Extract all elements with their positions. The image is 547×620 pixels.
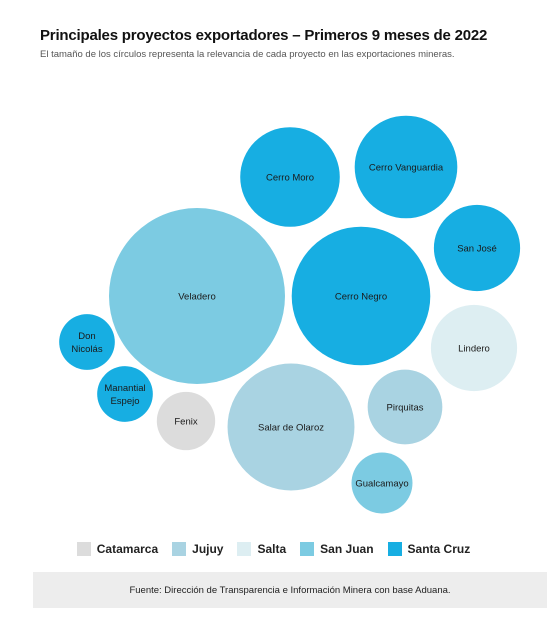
bubble-label-veladero: Veladero bbox=[178, 292, 216, 303]
bubble-label-pirquitas: Pirquitas bbox=[387, 403, 424, 414]
bubble-don-nicolas bbox=[59, 314, 115, 370]
legend-label-jujuy: Jujuy bbox=[192, 542, 224, 556]
bubble-label-cerro-moro: Cerro Moro bbox=[266, 173, 314, 184]
legend: Catamarca Jujuy Salta San Juan Santa Cru… bbox=[0, 542, 547, 556]
bubble-label-fenix: Fenix bbox=[174, 417, 197, 428]
legend-swatch-jujuy bbox=[172, 542, 187, 556]
legend-label-catamarca: Catamarca bbox=[96, 542, 159, 556]
legend-item-catamarca: Catamarca bbox=[76, 542, 159, 556]
bubble-label-manantial-espejo: Manantial Espejo bbox=[104, 383, 145, 407]
bubble-label-lindero: Lindero bbox=[458, 344, 490, 355]
bubble-pirquitas bbox=[367, 369, 443, 445]
legend-swatch-san-juan bbox=[300, 542, 315, 556]
bubble-fenix bbox=[156, 391, 216, 451]
legend-label-salta: Salta bbox=[257, 542, 287, 556]
legend-item-santa-cruz: Santa Cruz bbox=[387, 542, 471, 556]
legend-label-santa-cruz: Santa Cruz bbox=[407, 542, 471, 556]
bubble-chart: Veladero Cerro Negro Salar de Olaroz Cerro … bbox=[59, 115, 521, 514]
chart-subtitle: El tamaño de los círculos representa la … bbox=[40, 49, 455, 60]
bubble-san-jose bbox=[433, 204, 521, 292]
bubble-veladero bbox=[109, 208, 285, 384]
chart-title: Principales proyectos exportadores – Pri… bbox=[40, 27, 488, 44]
bubble-cerro-vanguardia bbox=[354, 115, 458, 219]
bubble-salar-de-olaroz bbox=[227, 363, 355, 491]
bubble-label-salar-de-olaroz: Salar de Olaroz bbox=[258, 423, 324, 434]
bubble-gualcamayo bbox=[351, 452, 413, 514]
legend-item-jujuy: Jujuy bbox=[172, 542, 223, 556]
legend-swatch-catamarca bbox=[76, 542, 91, 556]
legend-label-san-juan: San Juan bbox=[320, 542, 374, 556]
bubble-manantial-espejo bbox=[97, 366, 153, 422]
bubble-lindero bbox=[430, 304, 518, 392]
legend-swatch-salta bbox=[237, 542, 252, 556]
legend-swatch-santa-cruz bbox=[387, 542, 402, 556]
bubble-cerro-moro bbox=[240, 127, 340, 227]
source-note: Fuente: Dirección de Transparencia e Inf… bbox=[33, 572, 547, 608]
legend-item-salta: Salta bbox=[237, 542, 286, 556]
bubble-label-san-jose: San José bbox=[457, 244, 497, 255]
legend-item-san-juan: San Juan bbox=[300, 542, 374, 556]
bubble-label-gualcamayo: Gualcamayo bbox=[355, 479, 408, 490]
bubble-label-don-nicolas: Don Nicolás bbox=[71, 331, 102, 355]
bubble-cerro-negro bbox=[291, 226, 431, 366]
bubble-label-cerro-vanguardia: Cerro Vanguardia bbox=[369, 163, 444, 174]
bubble-label-cerro-negro: Cerro Negro bbox=[335, 292, 387, 303]
source-text: Fuente: Dirección de Transparencia e Inf… bbox=[129, 584, 451, 596]
